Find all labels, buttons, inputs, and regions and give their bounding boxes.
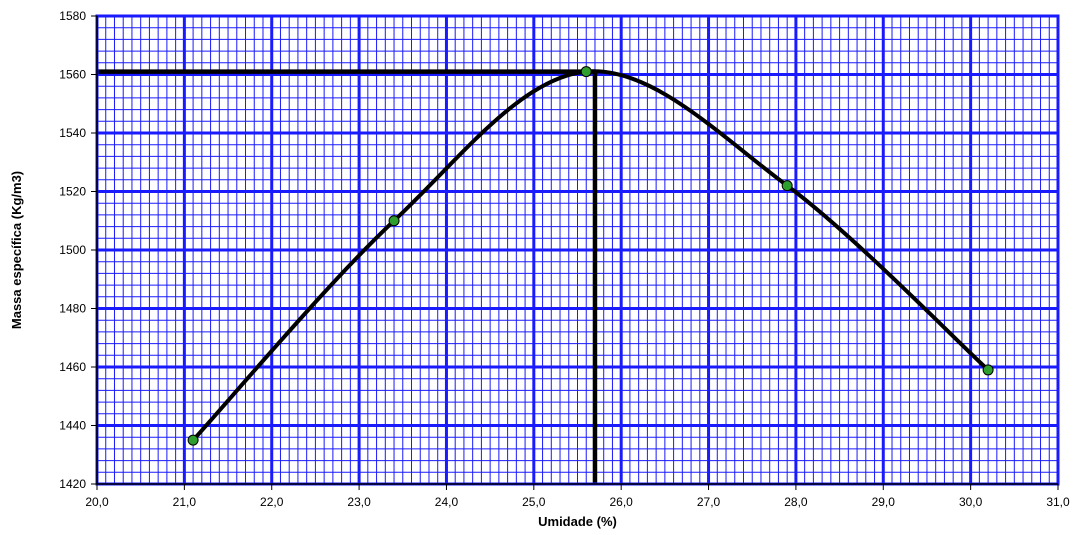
y-tick-label: 1580 <box>59 9 86 23</box>
data-markers <box>187 66 994 446</box>
y-tick-label: 1500 <box>59 243 86 257</box>
plot-frame <box>91 14 1060 490</box>
y-axis-title: Massa específica (Kg/m3) <box>9 171 24 329</box>
x-tick-label: 31,0 <box>1046 495 1070 509</box>
y-tick-label: 1540 <box>59 126 86 140</box>
y-tick-labels: 1420 1440 1460 1480 1500 1520 1540 1560 1580 <box>59 9 86 491</box>
x-tick-labels: 20,0 21,0 22,0 23,0 24,0 25,0 26,0 27,0 28,0 29,0… <box>85 495 1070 509</box>
x-tick-label: 22,0 <box>260 495 284 509</box>
y-tick-label: 1520 <box>59 185 86 199</box>
data-point <box>580 66 592 78</box>
x-tick-label: 21,0 <box>173 495 197 509</box>
y-tick-label: 1420 <box>59 477 86 491</box>
y-tick-label: 1440 <box>59 419 86 433</box>
x-tick-label: 29,0 <box>872 495 896 509</box>
x-tick-label: 30,0 <box>959 495 983 509</box>
x-tick-label: 27,0 <box>697 495 721 509</box>
data-point <box>982 364 994 376</box>
x-tick-label: 24,0 <box>435 495 459 509</box>
x-tick-label: 28,0 <box>784 495 808 509</box>
x-tick-label: 25,0 <box>522 495 546 509</box>
data-point <box>781 180 793 192</box>
y-tick-label: 1460 <box>59 360 86 374</box>
x-axis-title: Umidade (%) <box>538 514 617 529</box>
y-tick-label: 1560 <box>59 68 86 82</box>
series-curve <box>191 69 991 443</box>
data-point <box>187 434 199 446</box>
x-tick-label: 20,0 <box>85 495 109 509</box>
x-tick-label: 26,0 <box>610 495 634 509</box>
y-tick-label: 1480 <box>59 302 86 316</box>
data-point <box>388 215 400 227</box>
x-tick-label: 23,0 <box>347 495 371 509</box>
reference-lines <box>97 69 598 484</box>
